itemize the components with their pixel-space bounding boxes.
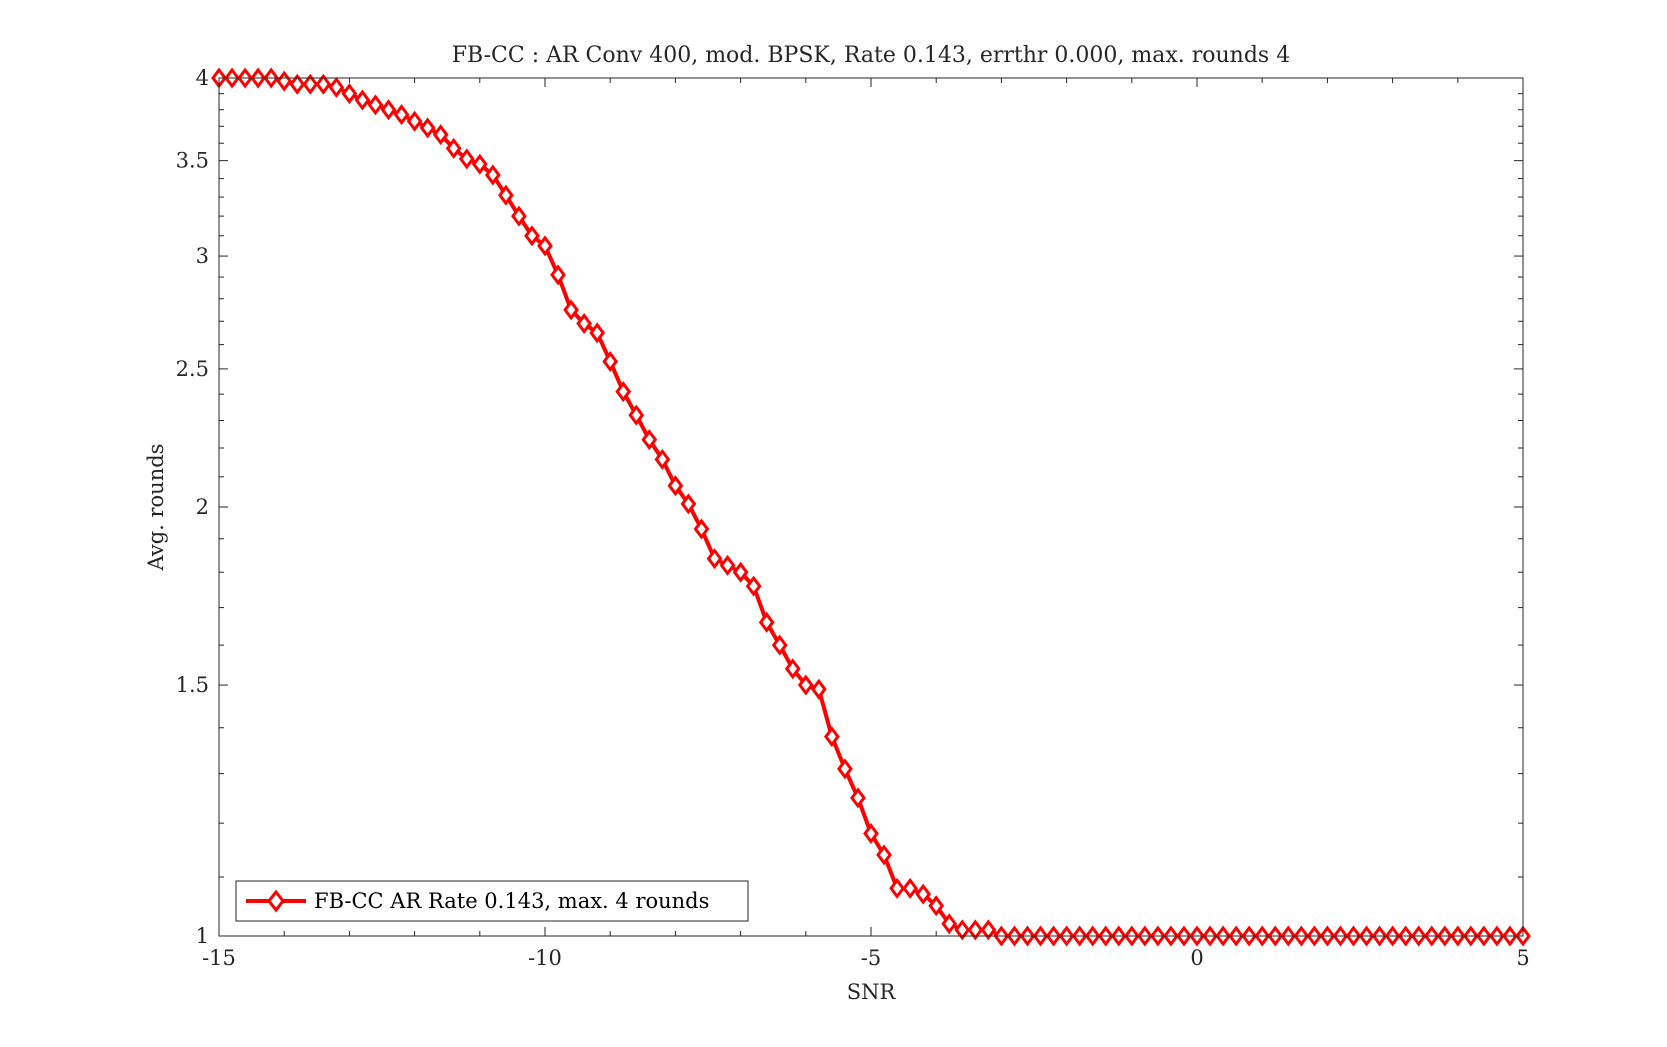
data-point-marker [837, 758, 853, 780]
data-point-marker [863, 823, 879, 845]
data-point-marker [458, 148, 475, 170]
data-point-marker [628, 404, 645, 426]
data-point-marker [380, 99, 397, 121]
data-point-marker [367, 94, 384, 116]
data-point-marker [850, 787, 866, 809]
legend-label: FB-CC AR Rate 0.143, max. 4 rounds [314, 889, 709, 913]
y-tick-label: 3.5 [176, 149, 209, 173]
data-point-marker [432, 124, 449, 146]
data-point-marker [289, 73, 306, 95]
data-point-marker [393, 104, 410, 126]
data-point-marker [341, 83, 358, 105]
y-axis-label: Avg. rounds [144, 444, 168, 572]
tick-labels: -15 -10 -5 0 5 1 1.5 2 2.5 3 3.5 4 [176, 66, 1530, 970]
data-point-marker [550, 264, 566, 286]
data-point-marker [771, 634, 788, 656]
data-point-marker [354, 89, 371, 111]
data-point-marker [889, 877, 905, 899]
data-point-marker [915, 883, 932, 905]
x-tick-label: 0 [1190, 946, 1203, 970]
axes-frame [218, 77, 1524, 937]
data-point-marker [471, 153, 488, 175]
y-tick-label: 1.5 [176, 673, 209, 697]
data-point-marker [602, 351, 619, 373]
legend: FB-CC AR Rate 0.143, max. 4 rounds [235, 880, 749, 922]
data-point-marker [719, 554, 736, 576]
data-point-marker [615, 381, 632, 403]
x-tick-label: -15 [202, 946, 236, 970]
data-point-marker [902, 877, 918, 899]
y-tick-label: 1 [196, 924, 209, 948]
data-point-marker [967, 919, 984, 941]
data-point-marker [641, 429, 658, 451]
data-point-marker [824, 726, 840, 748]
data-point-marker [537, 235, 553, 257]
data-point-marker [589, 322, 606, 344]
x-axis-label: SNR [847, 980, 897, 1004]
data-point-marker [498, 184, 514, 206]
data-point-marker [406, 110, 423, 132]
data-point-marker [745, 575, 762, 597]
data-point-marker [980, 919, 997, 941]
legend-box [235, 880, 749, 922]
y-tick-label: 2 [196, 495, 209, 519]
axes-background [219, 78, 1523, 936]
data-point-marker [445, 137, 462, 159]
y-tick-label: 4 [196, 66, 209, 90]
data-point-marker [954, 919, 971, 941]
data-point-marker [732, 561, 749, 583]
legend-marker-diamond [267, 889, 285, 913]
data-point-marker [419, 117, 436, 139]
data-point-marker [758, 611, 775, 633]
data-point-marker [797, 674, 814, 696]
data-point-marker [563, 299, 579, 321]
data-point-marker [667, 475, 684, 497]
x-tick-label: -10 [528, 946, 562, 970]
data-point-marker [810, 678, 827, 700]
data-point-marker [693, 518, 710, 540]
data-point-marker [706, 548, 723, 570]
data-point-marker [524, 225, 540, 247]
data-point-marker [511, 205, 527, 227]
data-point-marker [302, 73, 319, 95]
data-point-marker [315, 73, 332, 95]
data-point-marker [876, 844, 892, 866]
y-tick-label: 2.5 [176, 357, 209, 381]
x-tick-label: -5 [861, 946, 881, 970]
y-tick-label: 3 [196, 244, 209, 268]
x-tick-label: 5 [1516, 946, 1529, 970]
data-point-marker [328, 76, 345, 98]
data-point-marker [680, 493, 697, 515]
data-point-marker [941, 913, 958, 935]
data-point-marker [484, 164, 501, 186]
chart-title: FB-CC : AR Conv 400, mod. BPSK, Rate 0.1… [452, 43, 1290, 68]
data-point-marker [576, 313, 592, 335]
data-point-marker [654, 448, 671, 470]
data-point-marker [928, 895, 945, 917]
data-point-marker [784, 658, 801, 680]
